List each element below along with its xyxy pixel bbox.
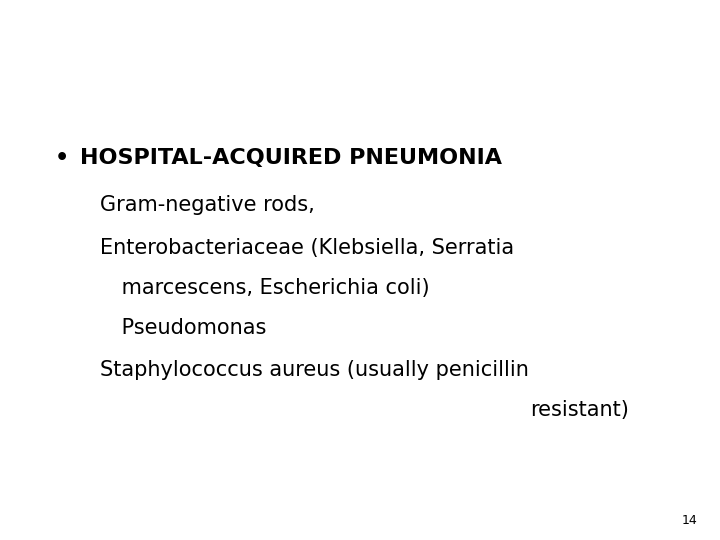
Text: 14: 14 <box>682 514 698 526</box>
Text: resistant): resistant) <box>530 400 629 420</box>
Text: Gram-negative rods,: Gram-negative rods, <box>100 195 315 215</box>
Text: Staphylococcus aureus (usually penicillin: Staphylococcus aureus (usually penicilli… <box>100 360 529 380</box>
Text: HOSPITAL-ACQUIRED PNEUMONIA: HOSPITAL-ACQUIRED PNEUMONIA <box>80 148 502 168</box>
Text: Pseudomonas: Pseudomonas <box>115 318 266 338</box>
Text: •: • <box>55 148 69 168</box>
Text: Enterobacteriaceae (Klebsiella, Serratia: Enterobacteriaceae (Klebsiella, Serratia <box>100 238 514 258</box>
Text: marcescens, Escherichia coli): marcescens, Escherichia coli) <box>115 278 430 298</box>
